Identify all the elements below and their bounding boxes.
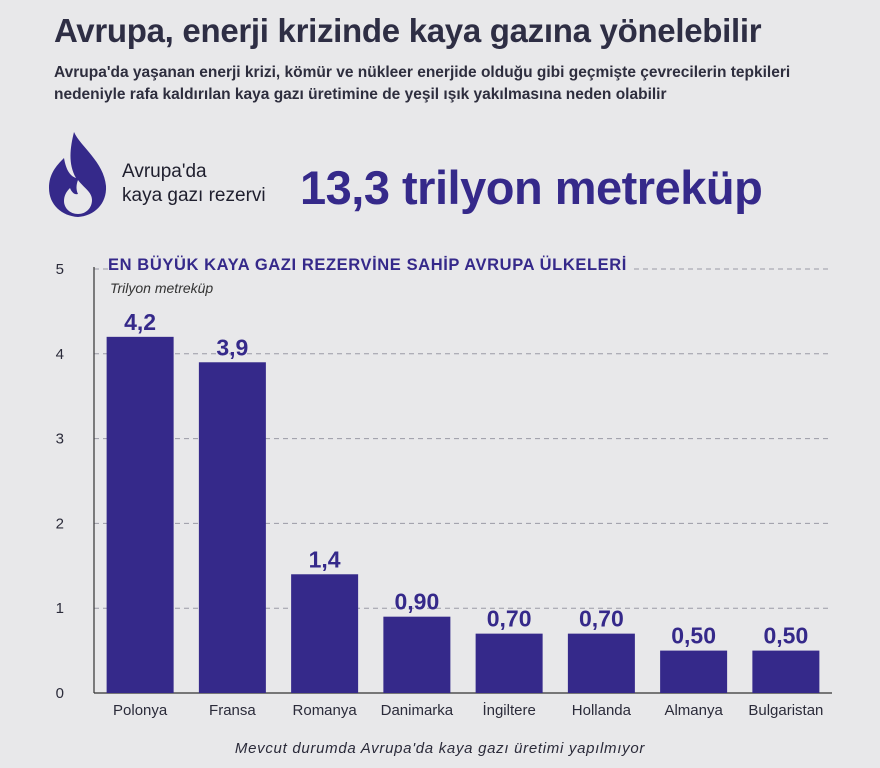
data-label: 1,4 [309,546,341,572]
bar [567,633,635,693]
y-tick-label: 3 [56,431,64,448]
bar [475,633,543,693]
y-tick-label: 0 [56,685,64,702]
x-tick-label: Bulgaristan [748,702,823,719]
data-label: 3,9 [216,334,248,360]
data-label: 0,70 [579,606,624,632]
page-subtitle: Avrupa'da yaşanan enerji krizi, kömür ve… [54,64,791,103]
y-tick-label: 4 [56,346,64,363]
data-label: 0,90 [394,589,439,615]
chart-unit: Trilyon metreküp [110,280,214,296]
x-tick-label: Fransa [209,702,256,719]
reserve-label-line1: Avrupa'da [122,161,207,182]
data-label: 0,70 [487,606,532,632]
flame-icon [49,132,107,217]
y-tick-label: 5 [56,261,64,278]
bar [660,650,728,693]
bar [106,336,174,693]
bar [752,650,820,693]
data-label: 0,50 [671,623,716,649]
bar [291,574,359,693]
x-tick-label: Romanya [293,702,358,719]
chart-title: EN BÜYÜK KAYA GAZI REZERVİNE SAHİP AVRUP… [108,256,631,275]
x-tick-label: Hollanda [572,702,632,719]
reserve-value: 13,3 trilyon metreküp [300,161,763,214]
data-label: 4,2 [124,309,156,335]
footnote: Mevcut durumda Avrupa'da kaya gazı üreti… [234,740,646,757]
reserve-label: Avrupa'da kaya gazı rezervi [122,160,302,208]
reserve-label-line2: kaya gazı rezervi [122,185,266,206]
bar [198,362,266,693]
page-title: Avrupa, enerji krizinde kaya gazına yöne… [54,12,762,49]
bar [383,616,451,693]
x-tick-label: İngiltere [482,701,535,719]
x-tick-label: Danimarka [381,702,454,719]
y-tick-label: 1 [56,600,64,617]
data-label: 0,50 [763,623,808,649]
y-tick-label: 2 [56,515,64,532]
x-tick-label: Almanya [664,702,723,719]
bar-chart: 0 1 2 3 4 5 4,2 Polonya 3,9 Fransa 1,4 Romanya 0,90 D… [56,261,832,719]
x-tick-label: Polonya [113,702,168,719]
